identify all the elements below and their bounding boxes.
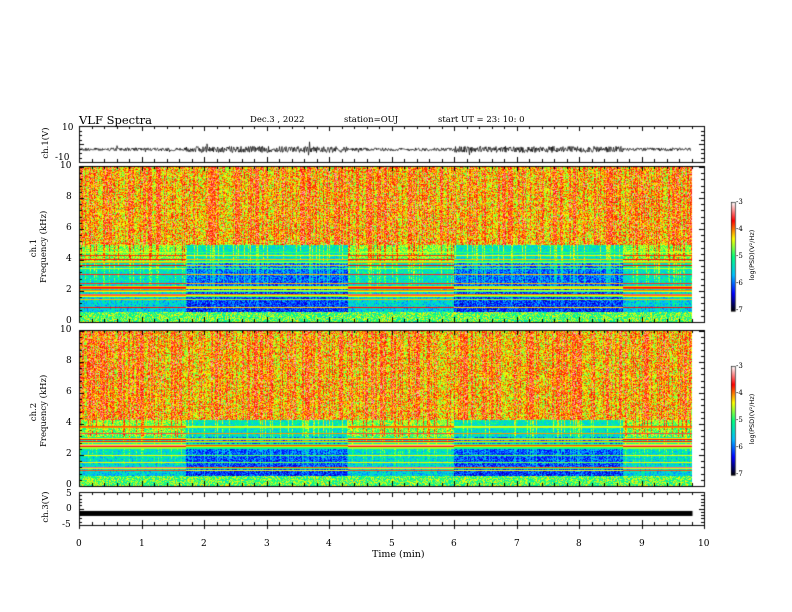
x-tick: 5 — [389, 539, 395, 549]
cb2-label: log(PSD)(V²/Hz) — [748, 393, 756, 445]
start-time-label: start UT = 23: 10: 0 — [438, 115, 525, 125]
cb1-tick: -6 — [736, 279, 743, 287]
x-tick: 4 — [326, 539, 332, 549]
cb1-tick: -7 — [736, 306, 743, 314]
ch3-ytick: -5 — [62, 520, 71, 530]
ch1-ytick: 10 — [62, 123, 74, 133]
ch2-freq-tick: 4 — [66, 418, 72, 428]
x-tick: 10 — [698, 539, 710, 549]
date-label: Dec.3 , 2022 — [250, 115, 305, 125]
chart-title: VLF Spectra — [79, 113, 153, 127]
cb1-label: log(PSD)(V²/Hz) — [748, 229, 756, 281]
ch1-label: ch.1 — [29, 238, 39, 258]
ch1-frequency-label: Frequency (kHz) — [39, 210, 49, 283]
ch1-freq-tick: 8 — [66, 192, 72, 202]
ch2-freq-tick: 2 — [66, 449, 72, 459]
x-tick: 7 — [514, 539, 520, 549]
x-tick: 9 — [639, 539, 645, 549]
cb2-tick: -4 — [736, 389, 743, 397]
ch1-waveform-ylabel: ch.1(V) — [41, 127, 51, 159]
x-tick: 8 — [576, 539, 582, 549]
cb2-tick: -7 — [736, 470, 743, 478]
ch1-freq-tick: 4 — [66, 254, 72, 264]
ch3-ytick: 5 — [66, 489, 72, 499]
ch2-freq-tick: 8 — [66, 356, 72, 366]
x-tick: 1 — [139, 539, 145, 549]
x-axis-label: Time (min) — [372, 549, 425, 560]
ch2-frequency-label: Frequency (kHz) — [39, 374, 49, 447]
cb1-tick: -4 — [736, 225, 743, 233]
ch3-ylabel: ch.3(V) — [41, 491, 51, 523]
ch3-ytick: 0 — [66, 504, 72, 514]
x-tick: 0 — [76, 539, 82, 549]
cb2-tick: -5 — [736, 416, 743, 424]
ch1-spectrogram-ylabel: ch.1 Frequency (kHz) — [29, 210, 49, 283]
cb2-tick: -3 — [736, 362, 743, 370]
cb1-tick: -5 — [736, 252, 743, 260]
ch2-freq-tick: 6 — [66, 387, 72, 397]
x-tick: 3 — [264, 539, 270, 549]
ch1-freq-tick: 2 — [66, 285, 72, 295]
ch1-freq-tick: 10 — [60, 161, 72, 171]
ch1-freq-tick: 0 — [66, 316, 72, 326]
ch2-spectrogram-ylabel: ch.2 Frequency (kHz) — [29, 374, 49, 447]
x-tick: 2 — [201, 539, 207, 549]
cb2-tick: -6 — [736, 443, 743, 451]
ch2-freq-tick: 10 — [60, 325, 72, 335]
ch2-label: ch.2 — [29, 402, 39, 422]
ch1-ytick: -10 — [55, 153, 70, 163]
ch1-freq-tick: 6 — [66, 223, 72, 233]
cb1-tick: -3 — [736, 198, 743, 206]
station-label: station=OUJ — [344, 115, 399, 125]
ch2-freq-tick: 0 — [66, 480, 72, 490]
x-tick: 6 — [451, 539, 457, 549]
